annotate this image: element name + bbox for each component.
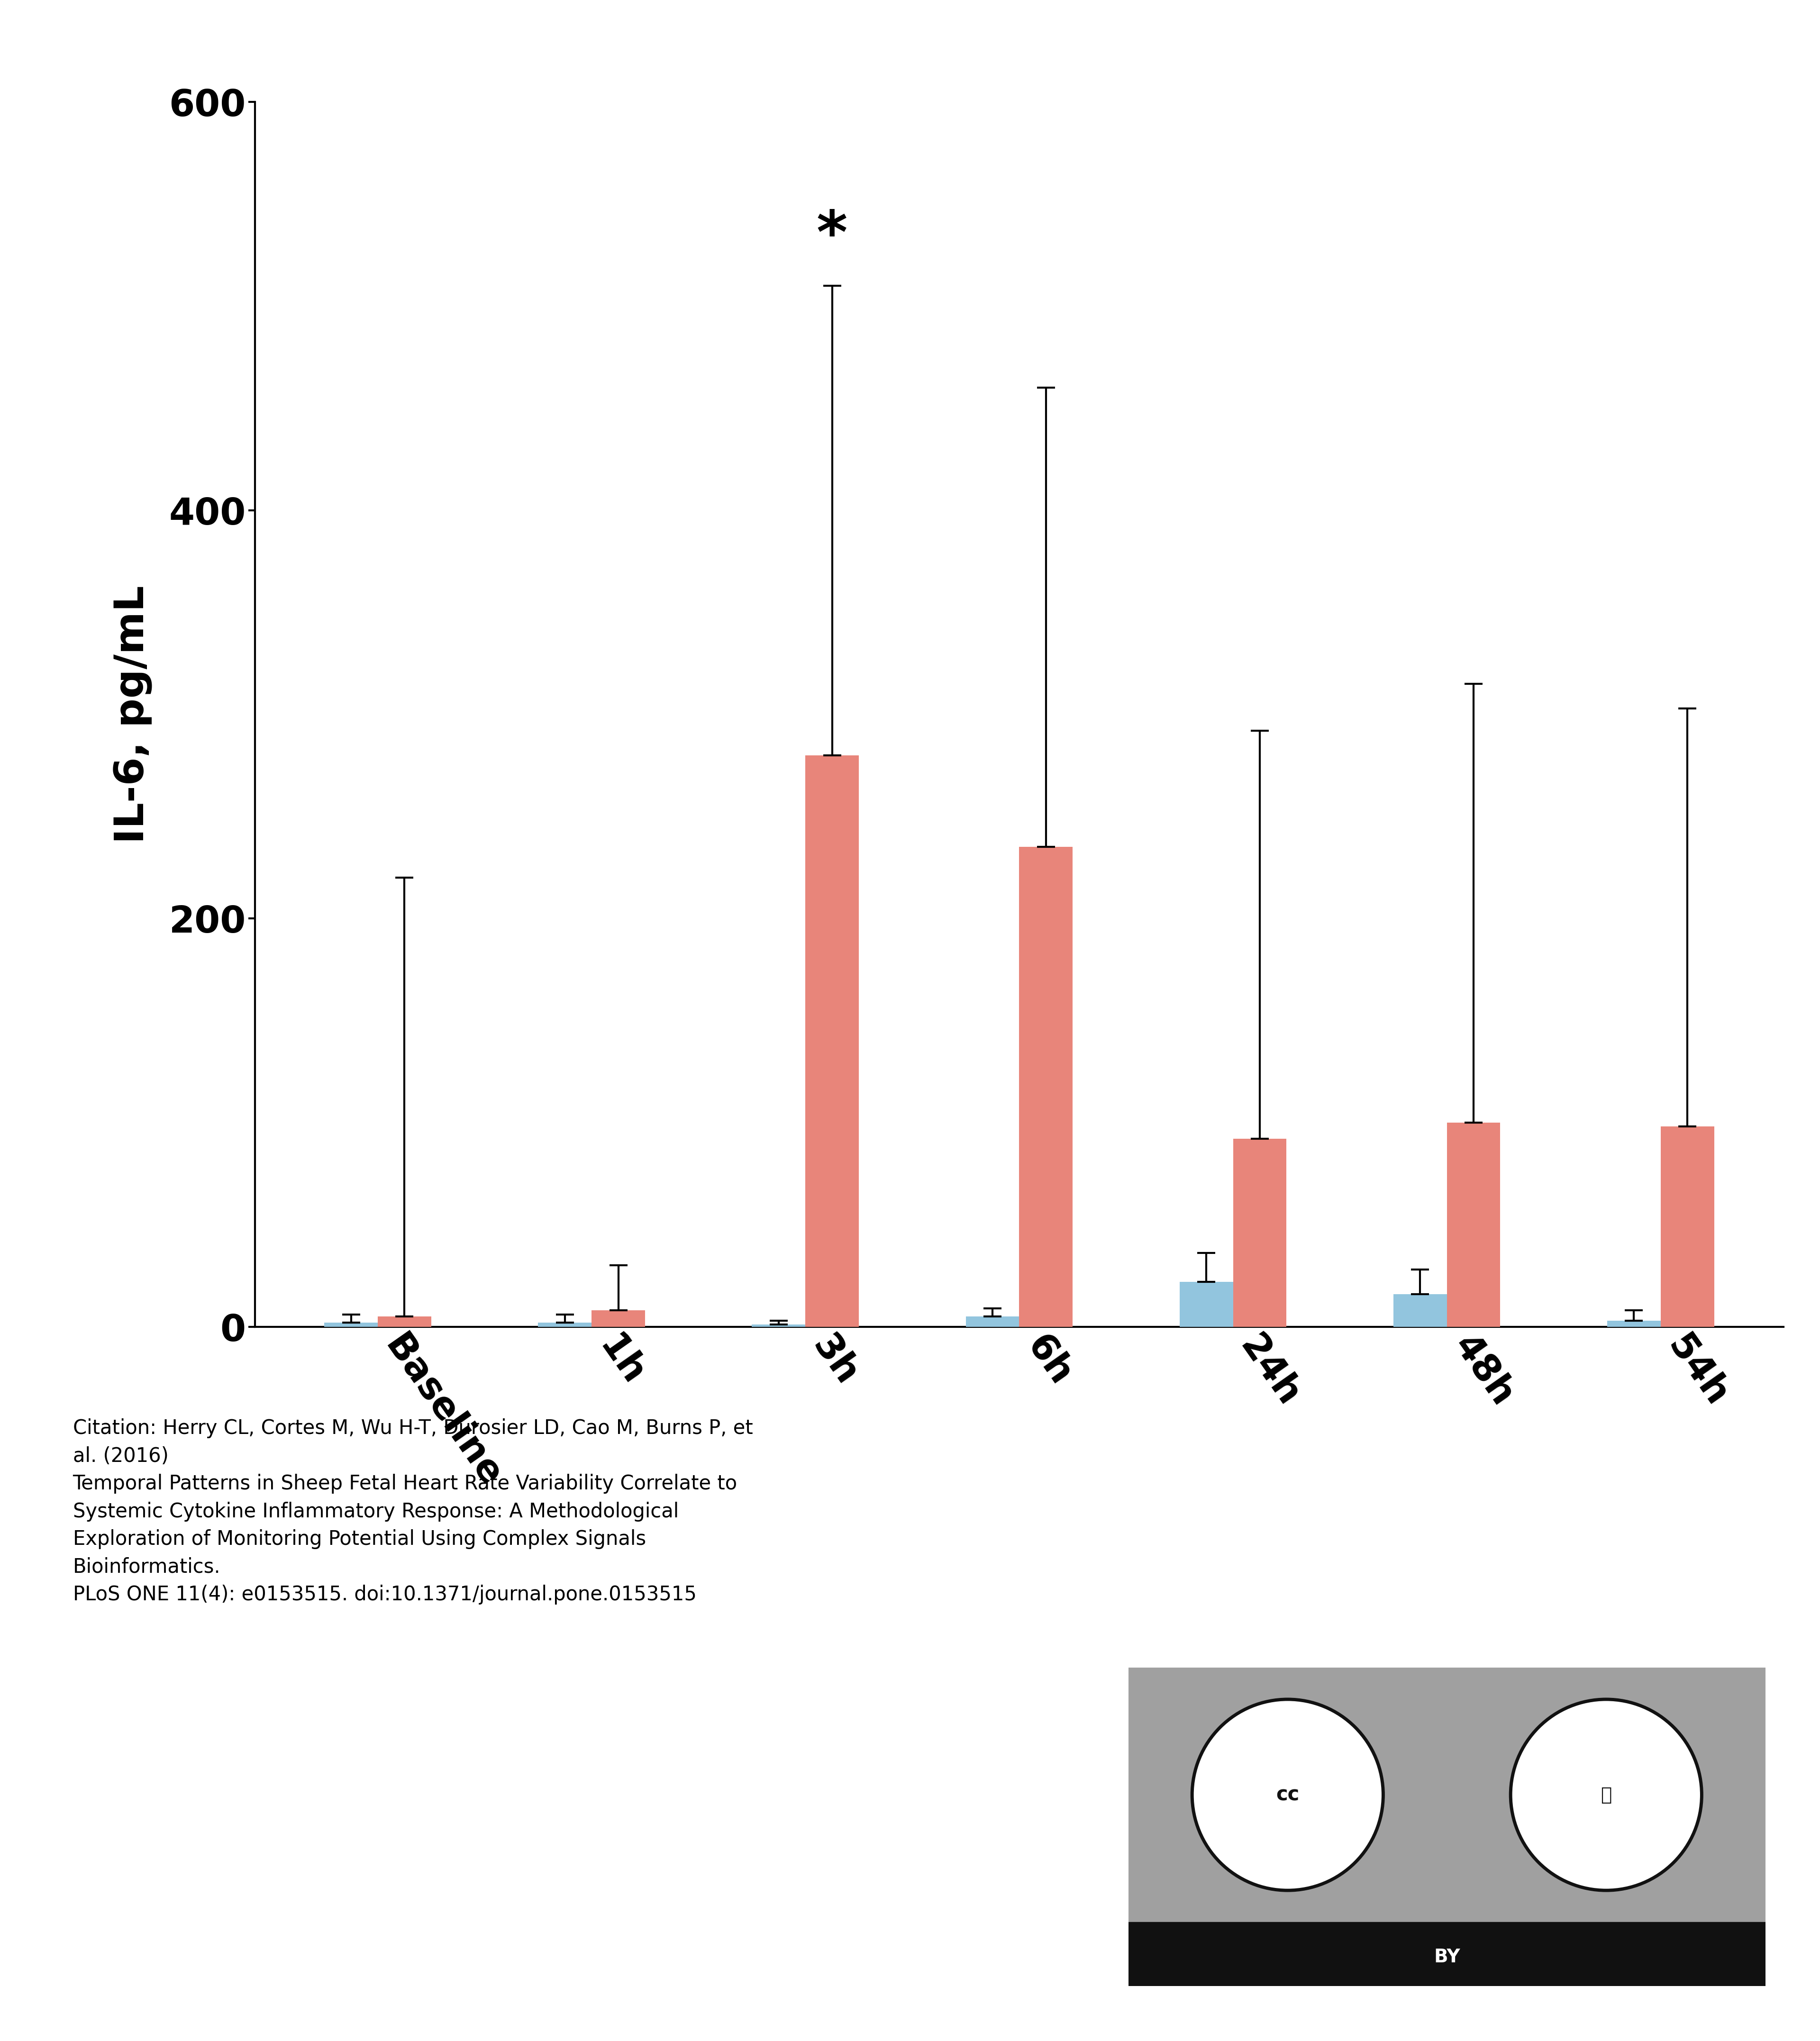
Text: cc: cc [1276, 1786, 1299, 1804]
Bar [379, 1316, 431, 1327]
Bar [1660, 1127, 1714, 1327]
Bar [1607, 1321, 1660, 1327]
Bar [806, 755, 859, 1327]
Bar [539, 1323, 592, 1327]
Text: BY: BY [1434, 1949, 1460, 1965]
Bar [966, 1316, 1019, 1327]
Bar [1019, 847, 1072, 1327]
Circle shape [1511, 1700, 1702, 1890]
Bar [1394, 1294, 1447, 1327]
Bar [1128, 1923, 1765, 1986]
Bar [592, 1310, 644, 1327]
Text: Citation: Herry CL, Cortes M, Wu H-T, Durosier LD, Cao M, Burns P, et
al. (2016): Citation: Herry CL, Cortes M, Wu H-T, Du… [73, 1418, 753, 1604]
Circle shape [1192, 1700, 1383, 1890]
Bar [752, 1325, 806, 1327]
Text: ⓘ: ⓘ [1600, 1786, 1613, 1804]
Bar [1447, 1123, 1500, 1327]
Y-axis label: IL-6, pg/mL: IL-6, pg/mL [113, 586, 153, 843]
Bar [324, 1323, 379, 1327]
Bar [1232, 1139, 1287, 1327]
Bar [1128, 1667, 1765, 1929]
Text: *: * [817, 208, 848, 265]
Bar [1179, 1282, 1232, 1327]
